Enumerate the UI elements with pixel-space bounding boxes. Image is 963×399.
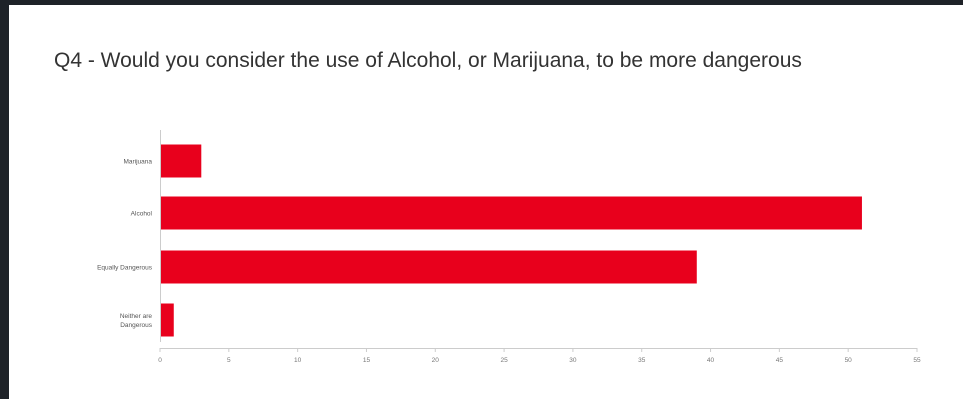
bar-neither-are-dangerous	[161, 304, 174, 337]
category-label: Equally Dangerous	[97, 265, 153, 272]
x-tick-label: 45	[776, 357, 784, 364]
chart-card: Q4 - Would you consider the use of Alcoh…	[9, 5, 963, 399]
x-tick-label: 10	[294, 357, 302, 364]
x-tick-label: 20	[432, 357, 440, 364]
bar-alcohol	[161, 197, 862, 230]
category-label: Alcohol	[131, 211, 153, 218]
x-tick-label: 35	[638, 357, 646, 364]
bar-equally-dangerous	[161, 251, 697, 284]
x-tick-label: 55	[913, 357, 921, 364]
category-label: Neither are Dangerous	[120, 313, 153, 329]
x-tick-label: 50	[845, 357, 853, 364]
x-tick-label: 30	[569, 357, 577, 364]
category-label: Marijuana	[123, 159, 152, 166]
x-tick-label: 15	[363, 357, 371, 364]
bar-marijuana	[161, 145, 201, 178]
x-tick-label: 25	[500, 357, 508, 364]
x-tick-label: 0	[158, 357, 162, 364]
x-tick-label: 40	[707, 357, 715, 364]
x-tick-label: 5	[227, 357, 231, 364]
bar-chart: Marijuana Alcohol Equally Dangerous Neither…	[9, 5, 963, 399]
